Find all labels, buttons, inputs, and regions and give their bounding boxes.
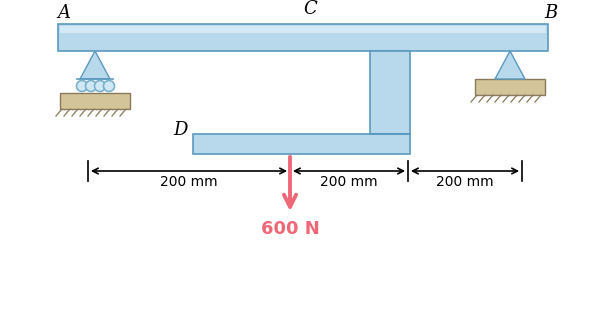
Text: 200 mm: 200 mm [436,175,494,189]
Circle shape [95,81,106,91]
Bar [475,79,545,95]
Text: 200 mm: 200 mm [160,175,218,189]
Text: 200 mm: 200 mm [320,175,378,189]
Circle shape [104,81,115,91]
Circle shape [86,81,97,91]
Bar [193,134,410,154]
Bar [60,26,546,34]
Text: 600 N: 600 N [260,220,319,238]
Polygon shape [495,51,525,79]
Bar [58,24,548,51]
Bar [370,51,410,134]
Circle shape [77,81,88,91]
Bar [60,93,130,109]
Polygon shape [80,51,110,79]
Text: C: C [303,0,317,18]
Text: D: D [173,121,188,139]
Text: A: A [58,4,71,22]
Text: B: B [544,4,557,22]
